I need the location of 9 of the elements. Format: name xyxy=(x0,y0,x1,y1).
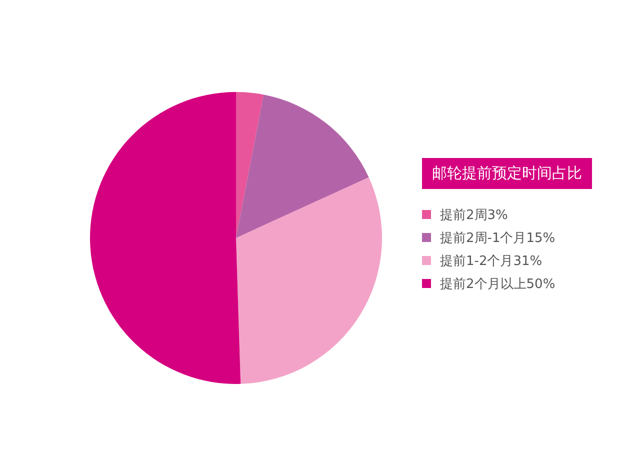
pie-slice xyxy=(236,94,369,238)
pie-slice xyxy=(90,92,241,384)
legend-label: 提前2周-1个月15% xyxy=(440,230,556,246)
pie-slice xyxy=(236,92,264,238)
legend-label: 提前2个月以上50% xyxy=(440,276,556,292)
legend-title: 邮轮提前预定时间占比 xyxy=(422,158,592,189)
legend-label: 提前1-2个月31% xyxy=(440,252,542,270)
pie-slice xyxy=(236,177,382,384)
legend-label: 提前2周3% xyxy=(440,206,508,224)
